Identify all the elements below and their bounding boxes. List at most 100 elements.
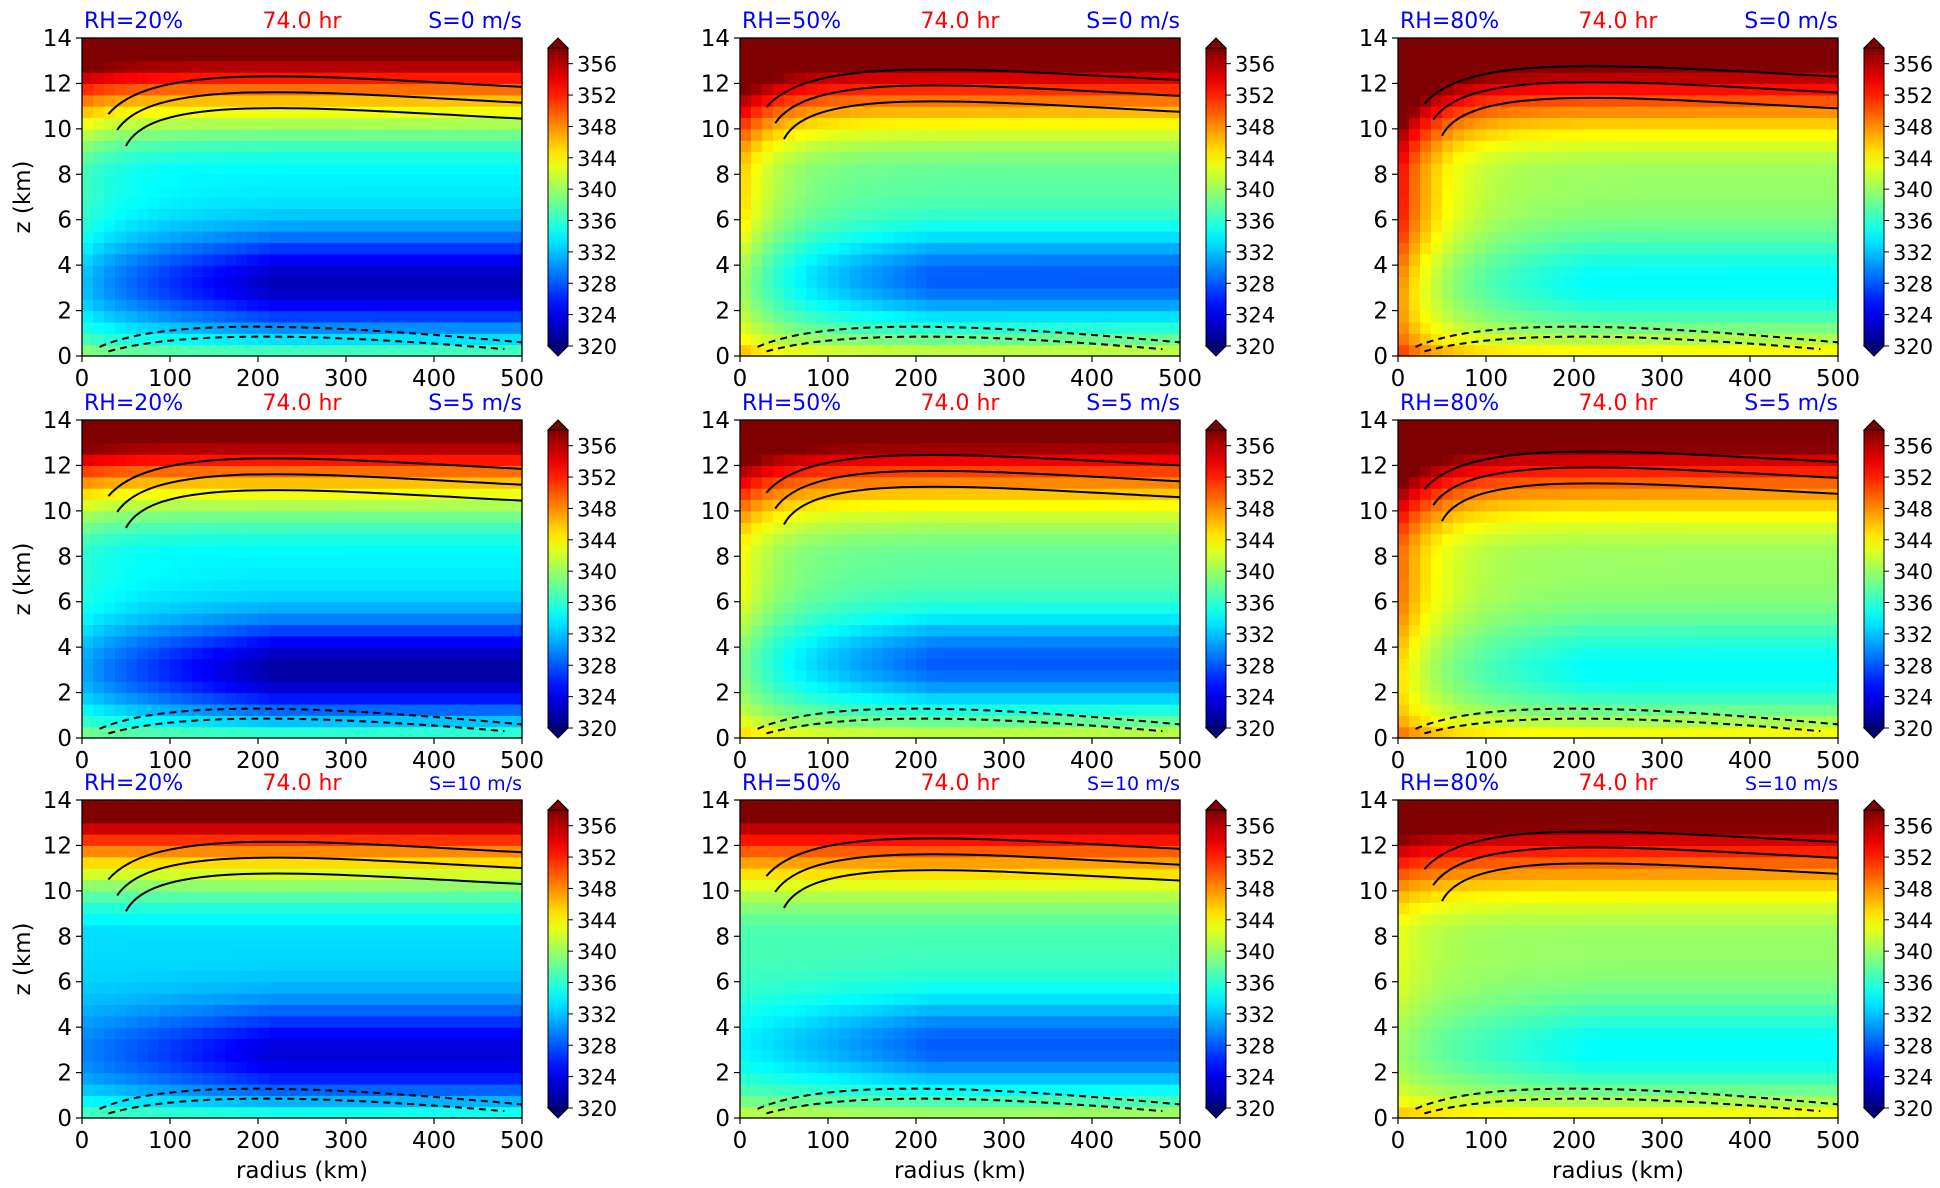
- field-cell: [1585, 253, 1597, 266]
- field-cell: [1398, 276, 1410, 289]
- field-cell: [1004, 219, 1016, 232]
- field-cell: [1816, 231, 1828, 244]
- field-cell: [894, 208, 906, 221]
- field-cell: [181, 128, 193, 141]
- field-cell: [159, 488, 171, 501]
- field-cell: [1059, 299, 1071, 312]
- field-cell: [1519, 310, 1531, 323]
- field-cell: [137, 321, 149, 334]
- field-cell: [291, 533, 303, 546]
- field-cell: [137, 556, 149, 569]
- field-cell: [357, 556, 369, 569]
- field-cell: [324, 299, 336, 312]
- field-cell: [291, 522, 303, 535]
- field-cell: [478, 726, 490, 739]
- field-cell: [269, 321, 281, 334]
- field-cell: [214, 624, 226, 637]
- field-cell: [938, 265, 950, 278]
- field-cell: [115, 431, 127, 444]
- field-cell: [159, 174, 171, 187]
- field-cell: [379, 601, 391, 614]
- field-cell: [82, 117, 94, 130]
- field-cell: [1475, 185, 1487, 198]
- field-cell: [357, 265, 369, 278]
- title-shear: S=5 m/s: [428, 391, 522, 416]
- field-cell: [379, 128, 391, 141]
- field-cell: [1574, 94, 1586, 107]
- field-cell: [1541, 242, 1553, 255]
- field-cell: [1640, 140, 1652, 153]
- field-cell: [1563, 242, 1575, 255]
- field-cell: [1607, 117, 1619, 130]
- field-cell: [1761, 299, 1773, 312]
- field-cell: [1475, 49, 1487, 62]
- field-cell: [401, 624, 413, 637]
- field-cell: [861, 219, 873, 232]
- field-cell: [762, 522, 774, 535]
- field-cell: [170, 431, 182, 444]
- field-cell: [390, 299, 402, 312]
- field-cell: [104, 140, 116, 153]
- field-cell: [1530, 49, 1542, 62]
- field-cell: [489, 162, 501, 175]
- colorbar-tick-label: 356: [577, 435, 617, 459]
- field-cell: [1717, 151, 1729, 164]
- field-cell: [1739, 231, 1751, 244]
- field-cell: [82, 510, 94, 523]
- field-cell: [423, 579, 435, 591]
- field-cell: [1728, 49, 1740, 62]
- field-cell: [82, 703, 94, 716]
- field-cell: [1530, 117, 1542, 130]
- field-cell: [740, 94, 752, 107]
- field-cell: [1574, 344, 1586, 357]
- field-cell: [1092, 117, 1104, 130]
- field-cell: [1530, 287, 1542, 300]
- field-cell: [456, 715, 468, 728]
- field-cell: [1805, 140, 1817, 153]
- field-cell: [159, 647, 171, 660]
- field-cell: [181, 83, 193, 96]
- field-cell: [949, 197, 961, 209]
- field-cell: [423, 344, 435, 357]
- field-cell: [1497, 49, 1509, 62]
- field-cell: [949, 174, 961, 187]
- field-cell: [137, 242, 149, 255]
- field-cell: [1618, 83, 1630, 96]
- field-cell: [379, 276, 391, 289]
- field-cell: [269, 522, 281, 535]
- field-cell: [126, 522, 138, 535]
- field-cell: [500, 567, 512, 580]
- field-cell: [445, 692, 457, 705]
- field-cell: [1158, 128, 1170, 141]
- field-cell: [379, 692, 391, 705]
- y-tick-label: 6: [1373, 208, 1388, 234]
- field-cell: [390, 510, 402, 523]
- field-cell: [192, 476, 204, 489]
- field-cell: [1552, 333, 1564, 346]
- field-cell: [181, 613, 193, 626]
- field-cell: [1783, 321, 1795, 334]
- field-cell: [247, 106, 259, 119]
- colorbar-extend-min: [546, 345, 570, 357]
- field-cell: [1486, 333, 1498, 346]
- field-cell: [861, 49, 873, 62]
- field-cell: [905, 208, 917, 221]
- field-cell: [1541, 128, 1553, 141]
- field-cell: [390, 208, 402, 221]
- field-cell: [795, 253, 807, 266]
- field-cell: [1136, 151, 1148, 164]
- field-cell: [247, 613, 259, 626]
- field-cell: [1541, 299, 1553, 312]
- field-cell: [1147, 265, 1159, 278]
- field-cell: [148, 465, 160, 478]
- field-cell: [423, 106, 435, 119]
- field-cell: [806, 321, 818, 334]
- field-cell: [313, 465, 325, 478]
- field-cell: [1048, 287, 1060, 300]
- field-cell: [115, 522, 127, 535]
- field-cell: [1574, 219, 1586, 232]
- field-cell: [817, 703, 829, 716]
- field-cell: [1015, 299, 1027, 312]
- field-cell: [1684, 253, 1696, 266]
